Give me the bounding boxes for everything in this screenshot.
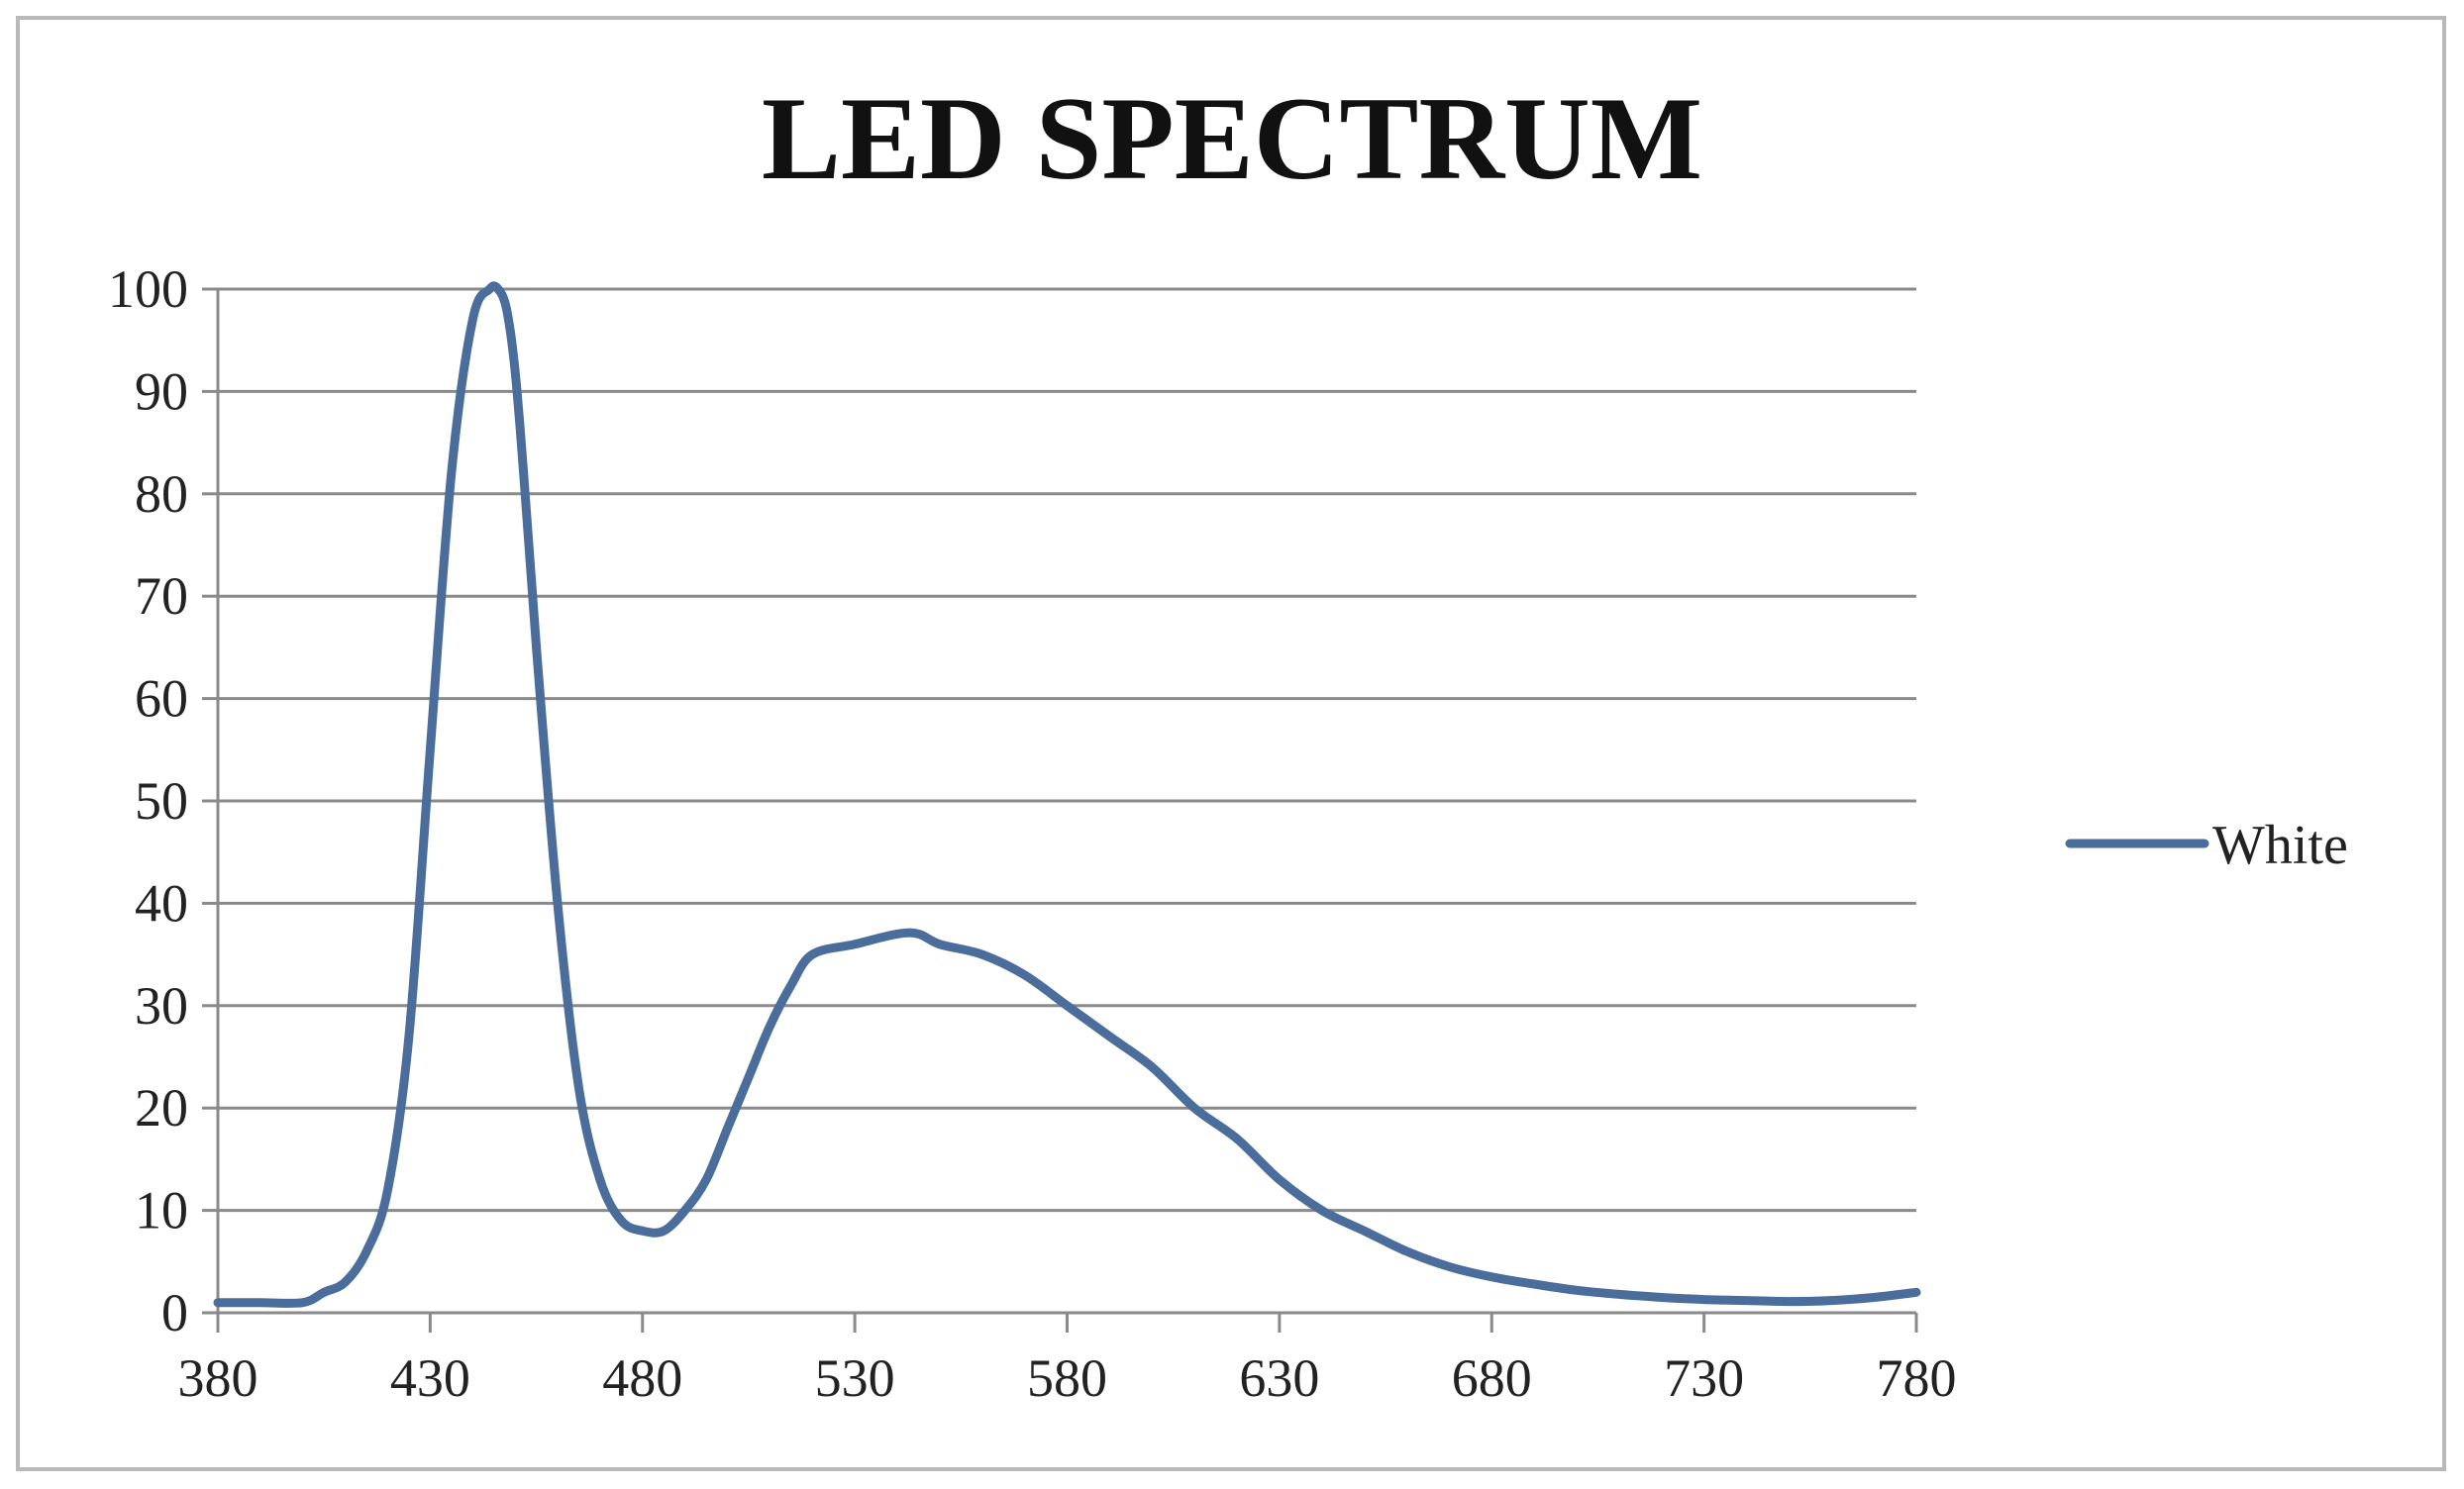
y-tick-label-90: 90 [135, 361, 188, 421]
y-tick-label-100: 100 [108, 259, 188, 319]
gridlines [218, 287, 1916, 1213]
x-tick-label-430: 430 [390, 1348, 470, 1408]
x-axis-ticks: 380 430 480 530 580 630 680 730 780 [178, 1313, 1957, 1408]
x-tick-label-680: 680 [1452, 1348, 1532, 1408]
chart-frame [16, 16, 2446, 1471]
y-tick-label-10: 10 [135, 1181, 188, 1241]
series-lines [213, 281, 1921, 1308]
series-line-0 [213, 281, 1921, 1308]
chart-title: LED SPECTRUM [762, 72, 1702, 204]
y-tick-label-80: 80 [135, 464, 188, 524]
x-tick-label-580: 580 [1027, 1348, 1107, 1408]
x-tick-label-630: 630 [1239, 1348, 1319, 1408]
x-tick-label-780: 780 [1877, 1348, 1957, 1408]
y-tick-label-60: 60 [135, 669, 188, 729]
y-tick-label-20: 20 [135, 1078, 188, 1138]
y-axis-ticks: 0 10 20 30 40 50 60 70 80 90 100 [108, 259, 218, 1342]
x-tick-label-730: 730 [1664, 1348, 1744, 1408]
y-tick-label-40: 40 [135, 873, 188, 933]
x-tick-label-380: 380 [178, 1348, 258, 1408]
x-tick-label-530: 530 [815, 1348, 895, 1408]
y-tick-label-0: 0 [161, 1283, 188, 1342]
y-tick-label-70: 70 [135, 566, 188, 626]
legend-label-0: White [2212, 815, 2348, 876]
y-tick-label-50: 50 [135, 771, 188, 831]
x-tick-label-480: 480 [602, 1348, 682, 1408]
y-tick-label-30: 30 [135, 976, 188, 1036]
legend: White [2065, 815, 2348, 876]
